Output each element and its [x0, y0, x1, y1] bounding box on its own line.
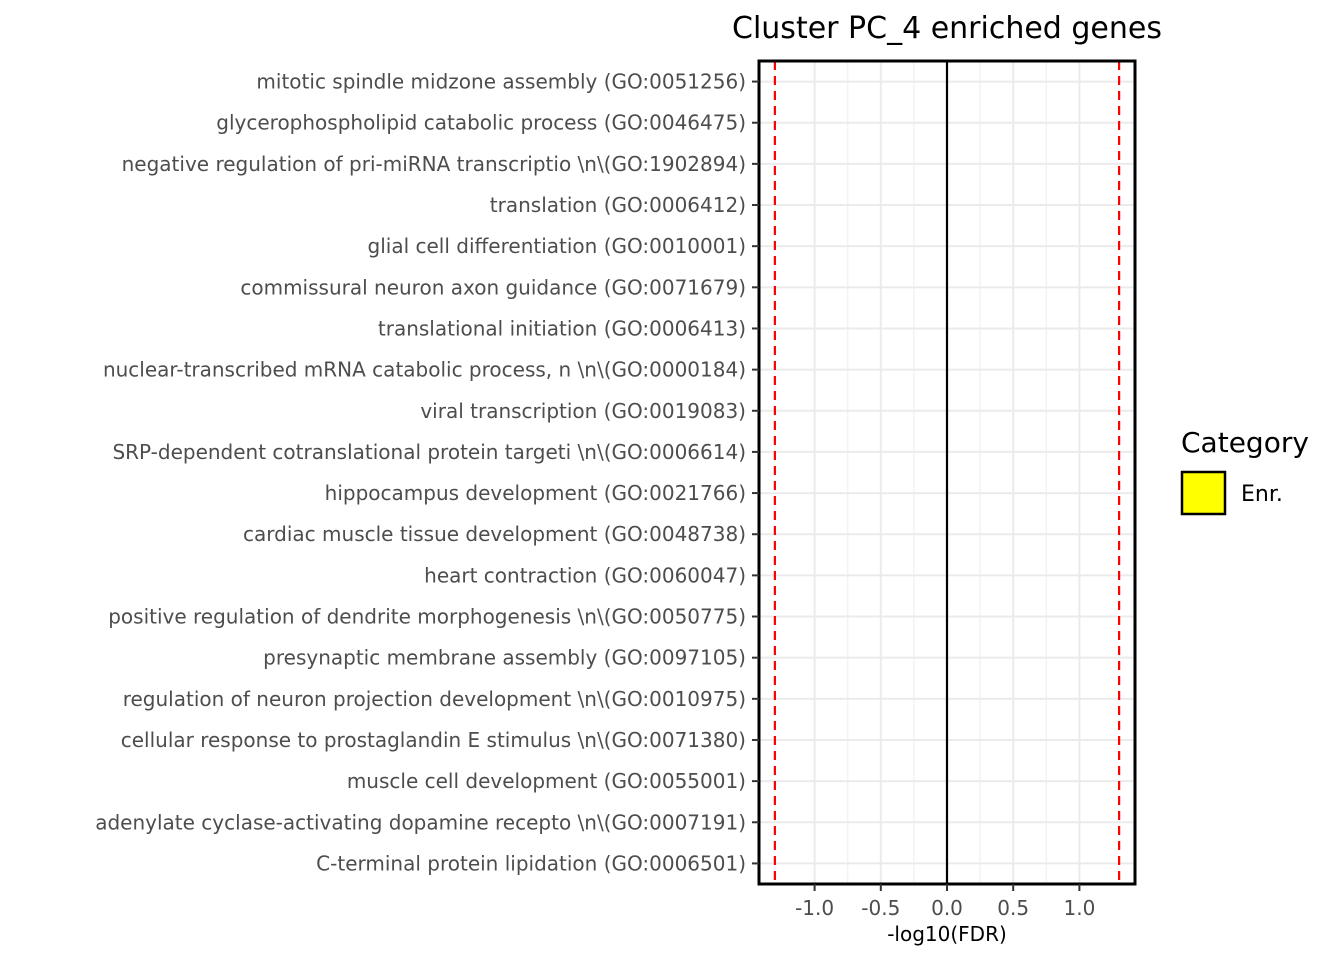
y-tick-label: presynaptic membrane assembly (GO:009710…: [263, 646, 746, 670]
legend-title: Category: [1181, 426, 1309, 459]
x-tick-label: -0.5: [861, 896, 900, 920]
y-tick-label: heart contraction (GO:0060047): [424, 563, 746, 587]
y-tick-label: mitotic spindle midzone assembly (GO:005…: [256, 70, 746, 94]
x-axis-title: -log10(FDR): [887, 922, 1007, 946]
y-tick-label: translational initiation (GO:0006413): [378, 316, 746, 340]
x-tick-label: -1.0: [795, 896, 834, 920]
x-axis-ticks: -1.0 -0.5 0.0 0.5 1.0: [795, 884, 1095, 920]
chart-title: Cluster PC_4 enriched genes: [732, 11, 1162, 46]
x-tick-label: 0.5: [997, 896, 1029, 920]
y-tick-label: cellular response to prostaglandin E sti…: [121, 728, 746, 752]
y-tick-label: nuclear-transcribed mRNA catabolic proce…: [103, 358, 746, 382]
legend: Category Enr.: [1180, 426, 1309, 516]
y-axis-labels: mitotic spindle midzone assembly (GO:005…: [95, 70, 759, 875]
y-tick-label: SRP-dependent cotranslational protein ta…: [112, 440, 746, 464]
reference-lines: [773, 61, 1121, 884]
y-tick-label: commissural neuron axon guidance (GO:007…: [240, 275, 746, 299]
x-tick-label: 1.0: [1063, 896, 1095, 920]
y-tick-label: glial cell differentiation (GO:0010001): [368, 234, 746, 258]
legend-swatch-enr: [1180, 470, 1227, 516]
y-tick-label: muscle cell development (GO:0055001): [347, 769, 746, 793]
y-tick-label: C-terminal protein lipidation (GO:000650…: [316, 851, 746, 875]
x-tick-label: 0.0: [931, 896, 963, 920]
y-tick-label: cardiac muscle tissue development (GO:00…: [243, 522, 746, 546]
y-tick-label: viral transcription (GO:0019083): [420, 399, 746, 423]
y-tick-label: translation (GO:0006412): [490, 193, 746, 217]
y-tick-label: positive regulation of dendrite morphoge…: [108, 605, 746, 629]
y-tick-label: glycerophospholipid catabolic process (G…: [216, 111, 746, 135]
y-tick-label: negative regulation of pri-miRNA transcr…: [122, 152, 746, 176]
y-tick-label: regulation of neuron projection developm…: [123, 687, 746, 711]
y-tick-label: hippocampus development (GO:0021766): [325, 481, 746, 505]
y-tick-label: adenylate cyclase-activating dopamine re…: [95, 810, 746, 834]
legend-label-enr: Enr.: [1241, 482, 1283, 507]
